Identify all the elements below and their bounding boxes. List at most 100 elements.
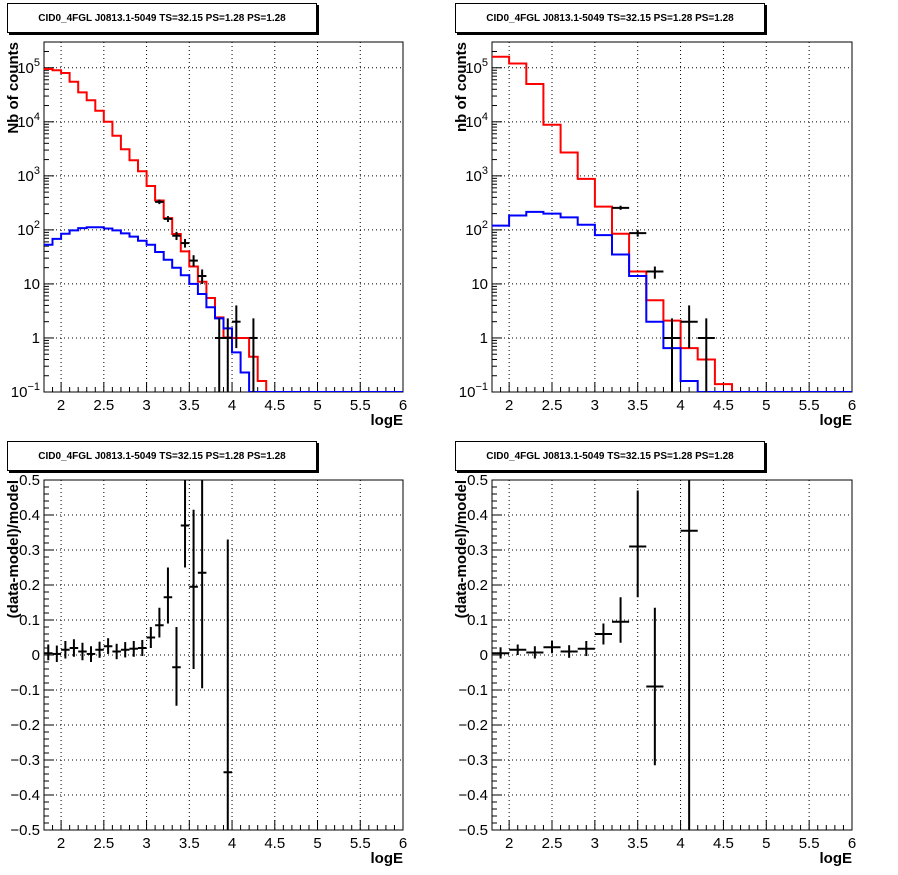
grid xyxy=(492,480,852,830)
y-tick-label: −0.1 xyxy=(458,682,488,699)
y-tick-label: 102 xyxy=(465,219,488,239)
data-point xyxy=(197,480,207,689)
data-point xyxy=(663,318,681,392)
y-axis-label: (data-model)/model xyxy=(5,480,22,618)
y-tick-label: 0.2 xyxy=(467,577,488,594)
y-tick-label: −0.3 xyxy=(458,752,488,769)
chart-title-residual-left: CID0_4FGL J0813.1-5049 TS=32.15 PS=1.28 … xyxy=(7,441,317,471)
grid xyxy=(492,42,852,392)
data-point xyxy=(697,318,715,392)
plot-frame xyxy=(43,41,404,393)
x-tick-label: 4.5 xyxy=(713,397,734,414)
y-tick-label: 105 xyxy=(17,57,40,77)
x-tick-label: 3.5 xyxy=(627,835,648,852)
x-tick-label: 6 xyxy=(848,835,856,852)
data-point xyxy=(594,623,612,645)
data-point xyxy=(112,643,121,660)
x-axis-label: logE xyxy=(371,850,404,867)
y-tick-label: 104 xyxy=(465,111,488,131)
data-point xyxy=(680,305,698,349)
y-tick-label: 0.1 xyxy=(19,612,40,629)
y-tick-label: 0.4 xyxy=(467,507,488,524)
y-tick-label: −0.3 xyxy=(10,752,40,769)
y-tick-label: −0.2 xyxy=(458,717,488,734)
y-tick-label: 103 xyxy=(465,165,488,185)
x-tick-label: 6 xyxy=(399,835,407,852)
x-tick-label: 5 xyxy=(313,397,321,414)
data-point xyxy=(214,318,224,392)
data-point xyxy=(629,490,647,598)
data-point xyxy=(680,480,698,830)
data-point xyxy=(155,607,164,638)
x-tick-label: 2 xyxy=(57,835,65,852)
x-tick-label: 5.5 xyxy=(350,835,371,852)
x-tick-label: 2.5 xyxy=(93,397,114,414)
y-tick-label: 0 xyxy=(480,647,488,664)
y-tick-label: −0.4 xyxy=(10,787,40,804)
y-tick-label: 0.5 xyxy=(19,472,40,489)
data-point xyxy=(509,644,527,655)
data-point xyxy=(61,641,70,659)
data-point xyxy=(189,255,198,267)
data-point xyxy=(612,205,630,210)
x-tick-label: 6 xyxy=(399,397,407,414)
data-point xyxy=(120,642,130,658)
y-tick-label: −0.4 xyxy=(458,787,488,804)
x-tick-label: 2 xyxy=(505,835,513,852)
x-tick-label: 6 xyxy=(848,397,856,414)
data-point xyxy=(223,539,233,830)
y-tick-label: −0.2 xyxy=(10,717,40,734)
x-tick-label: 4.5 xyxy=(264,835,285,852)
y-axis-label: Nb of counts xyxy=(5,42,22,134)
data-point xyxy=(172,627,181,706)
data-point xyxy=(172,231,181,241)
data-point xyxy=(646,266,664,279)
data-point xyxy=(189,509,198,669)
y-tick-label: 10−1 xyxy=(459,381,488,401)
data-point xyxy=(492,647,510,659)
x-tick-label: 2.5 xyxy=(542,835,563,852)
x-tick-label: 4 xyxy=(676,835,684,852)
y-tick-label: 10−1 xyxy=(11,381,40,401)
y-axis-label: (data-model)/model xyxy=(453,480,470,618)
y-tick-label: −0.5 xyxy=(10,822,40,839)
y-tick-label: 102 xyxy=(17,219,40,239)
data-point xyxy=(526,646,544,659)
data-point xyxy=(86,646,96,662)
x-tick-label: 4.5 xyxy=(264,397,285,414)
x-axis-label: logE xyxy=(820,850,853,867)
data-point xyxy=(232,305,241,349)
y-tick-label: 105 xyxy=(465,57,488,77)
x-tick-label: 5.5 xyxy=(350,397,371,414)
x-tick-label: 4 xyxy=(228,397,236,414)
y-tick-label: 0.5 xyxy=(467,472,488,489)
y-tick-label: 1 xyxy=(32,330,40,347)
plot-frame xyxy=(43,479,404,831)
chart-title-spectrum-right: CID0_4FGL J0813.1-5049 TS=32.15 PS=1.28 … xyxy=(455,3,765,33)
x-axis-label: logE xyxy=(820,412,853,429)
chart-title-spectrum-left: CID0_4FGL J0813.1-5049 TS=32.15 PS=1.28 … xyxy=(7,3,317,33)
data-point xyxy=(223,318,233,392)
data-point xyxy=(129,641,139,657)
y-tick-label: 0.4 xyxy=(19,507,40,524)
x-tick-label: 3 xyxy=(591,835,599,852)
y-tick-label: 0 xyxy=(32,647,40,664)
data-point xyxy=(612,597,630,643)
y-tick-label: −0.1 xyxy=(10,682,40,699)
x-tick-label: 2 xyxy=(57,397,65,414)
model-component-histogram xyxy=(44,226,403,392)
x-tick-label: 4 xyxy=(228,835,236,852)
data-point xyxy=(44,644,53,661)
data-point xyxy=(78,642,87,661)
data-point xyxy=(543,641,561,654)
x-tick-label: 5 xyxy=(313,835,321,852)
data-point xyxy=(95,641,104,658)
data-point xyxy=(146,627,156,648)
data-point xyxy=(163,567,173,624)
model-component-histogram xyxy=(492,210,852,392)
x-tick-label: 5 xyxy=(762,835,770,852)
y-tick-label: 0.2 xyxy=(19,577,40,594)
data-point xyxy=(163,216,173,222)
